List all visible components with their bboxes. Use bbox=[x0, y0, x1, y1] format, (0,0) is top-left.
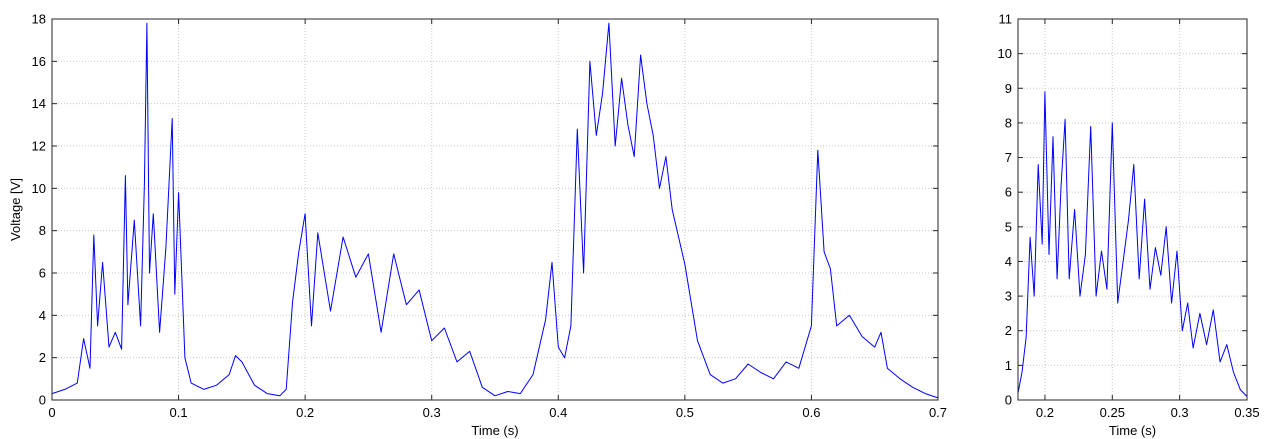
main-voltage-series-line bbox=[51, 22, 939, 399]
zoom-plot: 0.2 0.25 0.3 0.35 0 1 2 3 4 5 6 7 8 9 10 11 Time (s) bbox=[998, 12, 1260, 439]
main-xtick-label: 0 bbox=[48, 405, 55, 420]
main-xtick-label: 0.3 bbox=[423, 405, 441, 420]
inset-ytick-label: 10 bbox=[998, 46, 1012, 61]
main-xtick-label: 0.5 bbox=[676, 405, 694, 420]
zoom-plot-frame bbox=[1017, 18, 1248, 401]
zoom-plot-grid bbox=[1018, 18, 1248, 401]
inset-ytick-label: 4 bbox=[1005, 254, 1012, 269]
main-ytick-label: 6 bbox=[39, 266, 46, 281]
inset-xtick-label: 0.35 bbox=[1234, 405, 1259, 420]
main-plot-ticks: 0 0.1 0.2 0.3 0.4 0.5 0.6 0.7 0 2 4 6 8 10 12 14 16 18 bbox=[32, 12, 948, 421]
zoom-plot-ticks: 0.2 0.25 0.3 0.35 0 1 2 3 4 5 6 7 8 9 10 11 bbox=[998, 12, 1260, 421]
inset-ytick-label: 9 bbox=[1005, 81, 1012, 96]
main-plot-grid bbox=[51, 18, 939, 401]
main-x-axis-label: Time (s) bbox=[471, 423, 518, 438]
main-xtick-label: 0.6 bbox=[802, 405, 820, 420]
main-xtick-label: 0.1 bbox=[170, 405, 188, 420]
inset-ytick-label: 8 bbox=[1005, 115, 1012, 130]
inset-ytick-label: 2 bbox=[1005, 323, 1012, 338]
inset-xtick-label: 0.25 bbox=[1100, 405, 1125, 420]
main-y-axis-label: Voltage [V] bbox=[8, 178, 23, 241]
inset-ytick-label: 3 bbox=[1005, 289, 1012, 304]
main-xtick-label: 0.2 bbox=[296, 405, 314, 420]
main-ytick-label: 4 bbox=[39, 308, 46, 323]
main-plot-frame bbox=[51, 18, 939, 401]
inset-ytick-label: 1 bbox=[1005, 358, 1012, 373]
main-xtick-label: 0.4 bbox=[549, 405, 567, 420]
main-ytick-label: 14 bbox=[32, 96, 46, 111]
main-ytick-label: 18 bbox=[32, 12, 46, 27]
inset-xtick-label: 0.3 bbox=[1171, 405, 1189, 420]
inset-ytick-label: 6 bbox=[1005, 185, 1012, 200]
inset-ytick-label: 5 bbox=[1005, 219, 1012, 234]
zoom-voltage-series-line bbox=[1017, 91, 1248, 397]
main-xtick-label: 0.7 bbox=[929, 405, 947, 420]
main-ytick-label: 8 bbox=[39, 223, 46, 238]
main-ytick-label: 10 bbox=[32, 181, 46, 196]
inset-ytick-label: 7 bbox=[1005, 150, 1012, 165]
main-ytick-label: 16 bbox=[32, 54, 46, 69]
zoom-x-axis-label: Time (s) bbox=[1109, 423, 1156, 438]
main-ytick-label: 12 bbox=[32, 139, 46, 154]
inset-ytick-label: 11 bbox=[999, 12, 1013, 27]
inset-xtick-label: 0.2 bbox=[1036, 405, 1054, 420]
main-plot: 0 0.1 0.2 0.3 0.4 0.5 0.6 0.7 0 2 4 6 8 10 12 14 16 18 Ti… bbox=[8, 12, 947, 439]
inset-ytick-label: 0 bbox=[1005, 393, 1012, 408]
main-ytick-label: 0 bbox=[39, 393, 46, 408]
main-ytick-label: 2 bbox=[39, 350, 46, 365]
